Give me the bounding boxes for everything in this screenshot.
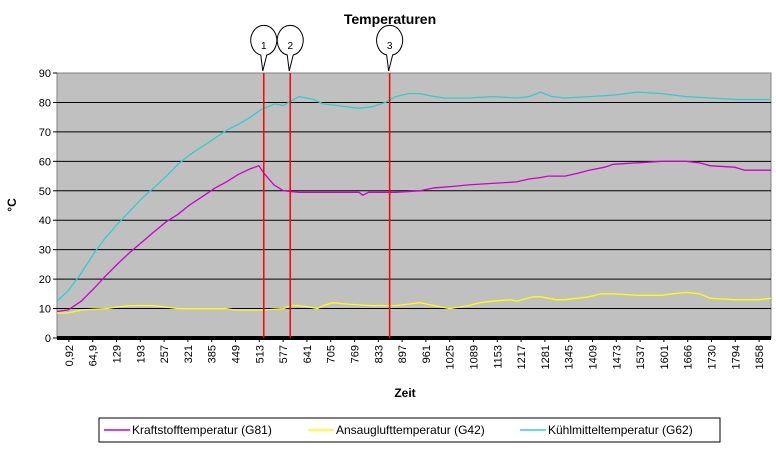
legend-label-1: Kraftstofftemperatur (G81) — [132, 423, 272, 437]
x-tick-label: 641 — [302, 345, 314, 363]
series-lines — [56, 91, 772, 314]
legend-label-2: Ansauglufttemperatur (G42) — [336, 423, 485, 437]
y-tick-label: 70 — [39, 127, 51, 139]
legend-box — [98, 417, 721, 443]
x-tick-label: 513 — [254, 345, 266, 363]
x-tick-label: 1730 — [707, 345, 719, 369]
y-tick-label: 50 — [39, 186, 51, 198]
x-tick-label: 1858 — [754, 345, 766, 369]
series-line-1 — [56, 160, 771, 313]
x-tick-label: 1089 — [469, 345, 481, 369]
marker-label-1: 1 — [261, 41, 267, 52]
x-tick-label: 0,92 — [64, 345, 76, 366]
y-axis-title: °C — [5, 198, 19, 212]
x-tick-label: 257 — [159, 345, 171, 363]
legend: Kraftstofftemperatur (G81) Ansauglufttemp… — [98, 417, 721, 443]
y-tick-label: 30 — [39, 245, 51, 257]
x-tick-label: 1025 — [445, 345, 457, 369]
x-tick-label: 1473 — [611, 345, 623, 369]
marker-balloon-3 — [376, 24, 404, 72]
x-tick-label: 449 — [231, 345, 243, 363]
x-tick-label: 1217 — [516, 345, 528, 369]
x-tick-label: 1409 — [588, 345, 600, 369]
x-tick-label: 385 — [207, 345, 219, 363]
plot-area — [56, 72, 772, 339]
x-tick-label: 321 — [183, 345, 195, 363]
y-axis-ticks: 0 10 20 30 40 50 60 70 80 90 — [39, 68, 57, 345]
event-markers: 1 2 3 — [250, 24, 404, 338]
marker-balloon-1 — [250, 24, 278, 72]
x-tick-label: 1666 — [683, 345, 695, 369]
x-tick-label: 961 — [421, 345, 433, 363]
x-tick-label: 1281 — [540, 345, 552, 369]
series-line-2 — [57, 291, 772, 314]
y-tick-label: 40 — [39, 215, 51, 227]
x-tick-label: 705 — [326, 345, 338, 363]
x-tick-label: 193 — [135, 345, 147, 363]
series-line-3 — [56, 91, 771, 302]
x-tick-label: 1153 — [492, 345, 504, 369]
x-tick-label: 833 — [373, 345, 385, 363]
x-tick-label: 1345 — [564, 345, 576, 369]
x-tick-label: 1794 — [730, 345, 742, 369]
x-tick-label: 64,9 — [88, 345, 100, 366]
y-tick-label: 90 — [39, 68, 51, 80]
x-tick-label: 769 — [350, 345, 362, 363]
y-tick-label: 80 — [39, 97, 51, 109]
chart-title: Temperaturen — [344, 11, 436, 27]
x-axis-ticks: 0,92 64,9 129 193 257 321 385 449 513 577 641 705 76… — [64, 338, 766, 369]
x-tick-label: 1601 — [659, 345, 671, 369]
x-tick-label: 129 — [112, 345, 124, 363]
x-axis-title: Zeit — [394, 386, 415, 400]
marker-label-3: 3 — [387, 41, 393, 52]
x-tick-label: 897 — [397, 345, 409, 363]
y-tick-label: 60 — [39, 156, 51, 168]
marker-balloon-2 — [276, 24, 304, 72]
y-tick-label: 20 — [39, 274, 51, 286]
y-tick-label: 10 — [39, 304, 51, 316]
legend-label-3: Kühlmitteltemperatur (G62) — [548, 423, 693, 437]
y-tick-label: 0 — [45, 333, 51, 345]
marker-label-2: 2 — [287, 41, 293, 52]
x-tick-label: 577 — [278, 345, 290, 363]
x-tick-label: 1537 — [635, 345, 647, 369]
